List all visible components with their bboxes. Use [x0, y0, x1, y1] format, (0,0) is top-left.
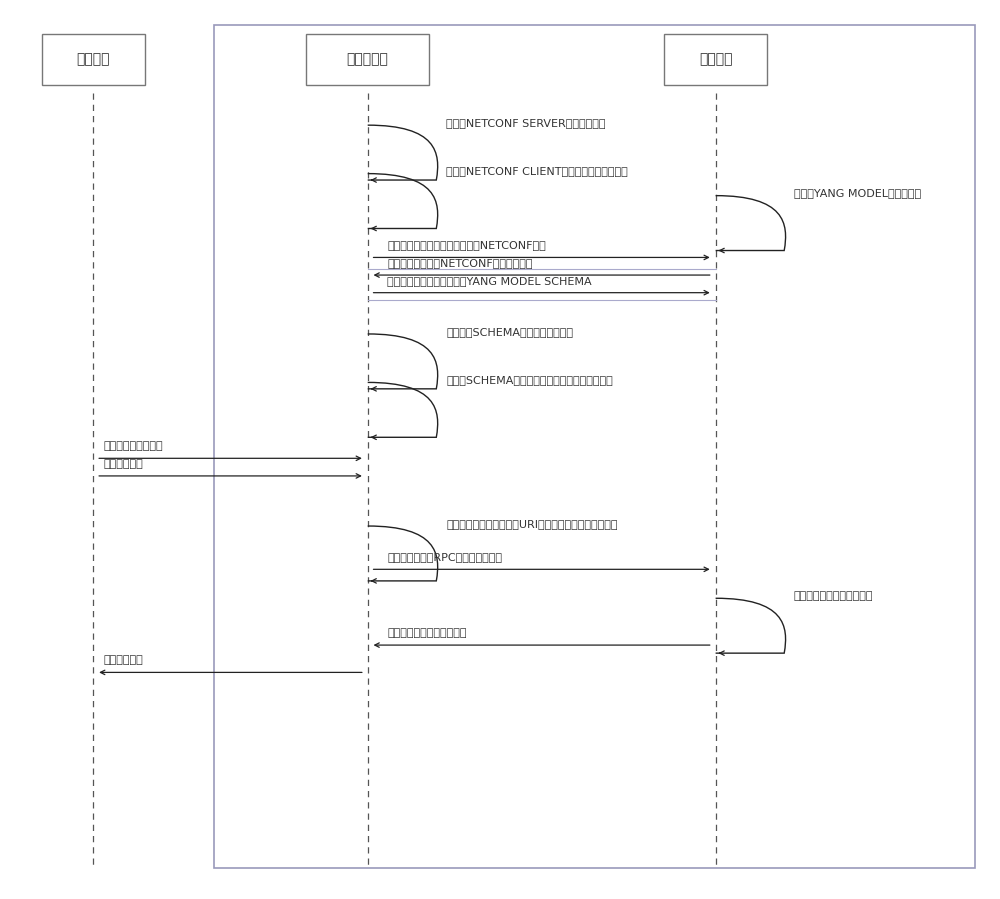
- Text: 返回配置结果: 返回配置结果: [103, 655, 143, 665]
- Text: 功能模块: 功能模块: [699, 52, 732, 67]
- Text: 维护模块SCHEMA和模块会话的关系: 维护模块SCHEMA和模块会话的关系: [446, 326, 573, 337]
- Text: 初定义YANG MODEL，初始化。: 初定义YANG MODEL，初始化。: [794, 189, 921, 199]
- Text: 通用回调函数将RPC转发给相应模块: 通用回调函数将RPC转发给相应模块: [387, 552, 502, 562]
- Text: 配置主模块获取功能模块的YANG MODEL SCHEMA: 配置主模块获取功能模块的YANG MODEL SCHEMA: [387, 276, 592, 286]
- Text: 功能模块回呼配置主模块，建立NETCONF会话: 功能模块回呼配置主模块，建立NETCONF会话: [387, 240, 546, 251]
- Text: 区管服务: 区管服务: [77, 52, 110, 67]
- Text: 模块回调函数执行配置命令: 模块回调函数执行配置命令: [794, 591, 874, 601]
- Text: 模块向主模块返回配置结果: 模块向主模块返回配置结果: [387, 628, 467, 638]
- Bar: [214, 25, 975, 868]
- Text: 下发配置命令: 下发配置命令: [103, 458, 143, 469]
- Text: 配置主模块: 配置主模块: [347, 52, 389, 67]
- Bar: [664, 33, 767, 85]
- Text: 为模块SCHEMA添加数据库，并注册通用回调函数: 为模块SCHEMA添加数据库，并注册通用回调函数: [446, 375, 613, 385]
- Text: 初始化NETCONF CLIENT并侦听模块的回呼连接: 初始化NETCONF CLIENT并侦听模块的回呼连接: [446, 166, 628, 176]
- Text: 建立会话，并完成NETCONF协议能力交互: 建立会话，并完成NETCONF协议能力交互: [387, 258, 533, 268]
- Text: 初始化NETCONF SERVER和基本数据库: 初始化NETCONF SERVER和基本数据库: [446, 118, 606, 128]
- Bar: [306, 33, 429, 85]
- Text: 建立会话，交换能力: 建立会话，交换能力: [103, 441, 163, 451]
- Bar: [42, 33, 145, 85]
- Text: 通用回调函数解析报文的URI，获取模块对应的会话信息: 通用回调函数解析报文的URI，获取模块对应的会话信息: [446, 519, 618, 529]
